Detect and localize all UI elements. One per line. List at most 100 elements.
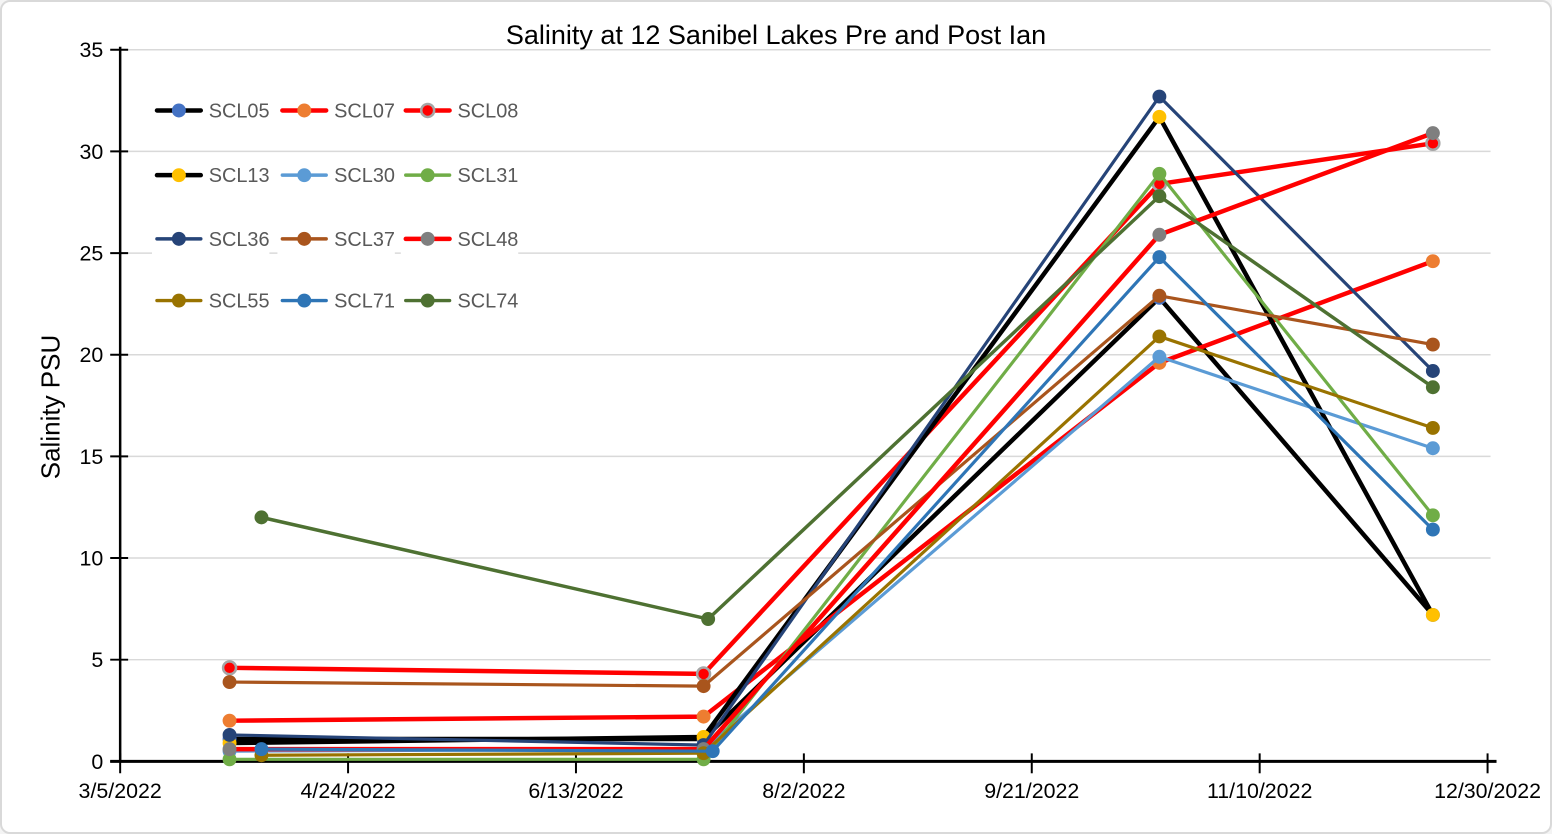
legend-marker-swatch-SCL05	[171, 103, 186, 118]
legend-item-SCL08[interactable]: SCL08	[400, 94, 519, 127]
legend-marker-swatch-SCL48	[420, 231, 435, 246]
series-SCL74	[254, 189, 1440, 626]
series-SCL36-marker-0	[222, 727, 237, 742]
legend-item-SCL71[interactable]: SCL71	[277, 284, 395, 317]
y-tick-label-5: 5	[91, 648, 103, 672]
series-SCL48-marker-3	[1425, 126, 1440, 141]
legend-item-SCL48[interactable]: SCL48	[400, 222, 519, 255]
legend-item-SCL05[interactable]: SCL05	[152, 94, 270, 127]
y-tick-label-10: 10	[79, 546, 103, 570]
series-SCL71-line	[259, 255, 1435, 753]
series-SCL71-marker-1	[705, 744, 720, 759]
series-SCL36-marker-3	[1425, 364, 1440, 378]
x-tick-label-0: 3/5/2022	[79, 779, 162, 803]
legend-item-SCL07[interactable]: SCL07	[277, 94, 395, 127]
series-SCL13-marker-2	[1152, 109, 1167, 124]
series-SCL71	[254, 250, 1440, 759]
legend-label-SCL07: SCL07	[334, 100, 395, 122]
legend-item-SCL31[interactable]: SCL31	[400, 159, 519, 192]
series-SCL05	[222, 290, 1440, 746]
legend-label-SCL36: SCL36	[209, 229, 270, 251]
legend-marker-swatch-SCL37	[297, 231, 312, 246]
series-SCL07	[222, 254, 1440, 728]
legend-marker-swatch-SCL13	[171, 168, 186, 183]
series-SCL13-marker-3	[1425, 607, 1440, 622]
legend-item-SCL30[interactable]: SCL30	[277, 159, 395, 192]
legend-label-SCL30: SCL30	[334, 165, 395, 187]
series-SCL55	[254, 329, 1440, 763]
series-SCL48-marker-0	[222, 742, 237, 757]
series-SCL07-marker-1	[696, 709, 711, 724]
legend-item-SCL13[interactable]: SCL13	[152, 159, 270, 192]
series-SCL36	[222, 89, 1440, 753]
series-SCL74-marker-1	[701, 612, 716, 626]
series-SCL31-marker-3	[1425, 508, 1440, 523]
series-SCL07-line	[227, 258, 1436, 723]
legend-marker-swatch-SCL31	[420, 168, 435, 183]
legend-item-SCL55[interactable]: SCL55	[152, 284, 270, 317]
series-SCL71-marker-2	[1152, 250, 1167, 265]
series-SCL71-marker-0	[254, 742, 269, 757]
legend-label-SCL08: SCL08	[458, 100, 519, 122]
series-SCL37-marker-0	[222, 675, 237, 690]
series-SCL55-line	[259, 334, 1435, 757]
series-SCL74-marker-3	[1425, 380, 1440, 395]
x-tick-label-4: 9/21/2022	[984, 779, 1079, 803]
legend-label-SCL05: SCL05	[209, 100, 270, 122]
x-tick-label-6: 12/30/2022	[1434, 779, 1541, 803]
legend-label-SCL13: SCL13	[209, 165, 270, 187]
series-SCL48-marker-2	[1152, 227, 1167, 242]
series-SCL74-line	[259, 194, 1435, 621]
series-SCL37	[222, 288, 1440, 694]
legend-item-SCL36[interactable]: SCL36	[152, 222, 270, 255]
series-SCL31	[222, 166, 1440, 767]
legend-marker-swatch-SCL07	[297, 103, 312, 118]
y-tick-label-25: 25	[79, 242, 103, 266]
series-SCL31-marker-0	[222, 752, 237, 767]
series-SCL30-marker-2	[1152, 349, 1167, 364]
series-SCL31-line	[227, 172, 1435, 761]
series-SCL55-marker-2	[1152, 329, 1167, 344]
series-SCL13-line	[227, 114, 1436, 746]
series-SCL30-marker-3	[1425, 441, 1440, 456]
series-SCL36-line	[227, 94, 1435, 747]
series-SCL31-marker-2	[1152, 166, 1167, 181]
y-tick-label-15: 15	[79, 445, 103, 469]
y-tick-label-30: 30	[79, 140, 103, 164]
legend-label-SCL55: SCL55	[209, 291, 270, 313]
legend-item-SCL37[interactable]: SCL37	[277, 222, 395, 255]
series-SCL07-marker-0	[222, 713, 237, 728]
series-SCL30-line	[227, 355, 1435, 753]
x-tick-label-1: 4/24/2022	[301, 779, 396, 803]
legend-marker-swatch-SCL55	[171, 293, 186, 308]
series-SCL48	[222, 126, 1440, 757]
legend-label-SCL31: SCL31	[458, 165, 519, 187]
legend-label-SCL71: SCL71	[334, 291, 395, 313]
series-SCL74-marker-2	[1152, 189, 1167, 204]
series-SCL74-marker-0	[254, 510, 269, 525]
series-SCL08-marker-1	[695, 666, 712, 682]
series-SCL05-line	[227, 295, 1436, 742]
x-tick-label-5: 11/10/2022	[1207, 779, 1312, 803]
legend-label-SCL37: SCL37	[334, 229, 395, 251]
legend-label-SCL48: SCL48	[458, 229, 519, 251]
y-tick-label-20: 20	[79, 343, 103, 367]
series-SCL71-marker-3	[1425, 522, 1440, 537]
series-SCL07-marker-3	[1425, 254, 1440, 269]
legend-label-SCL74: SCL74	[458, 291, 519, 313]
series-SCL13	[222, 109, 1440, 751]
legend-marker-swatch-SCL74	[420, 293, 435, 308]
y-axis-title: Salinity PSU	[35, 334, 66, 480]
legend-item-SCL74[interactable]: SCL74	[400, 284, 519, 317]
series-SCL55-marker-3	[1425, 420, 1440, 435]
series-SCL36-marker-2	[1152, 89, 1167, 104]
chart-title: Salinity at 12 Sanibel Lakes Pre and Pos…	[505, 20, 1047, 50]
legend-marker-swatch-SCL36	[171, 231, 186, 246]
legend-marker-swatch-SCL71	[297, 293, 312, 308]
series-SCL37-marker-3	[1425, 337, 1440, 352]
x-tick-label-2: 6/13/2022	[528, 779, 623, 803]
legend-marker-swatch-SCL30	[297, 168, 312, 183]
series-SCL08-marker-0	[221, 660, 238, 676]
